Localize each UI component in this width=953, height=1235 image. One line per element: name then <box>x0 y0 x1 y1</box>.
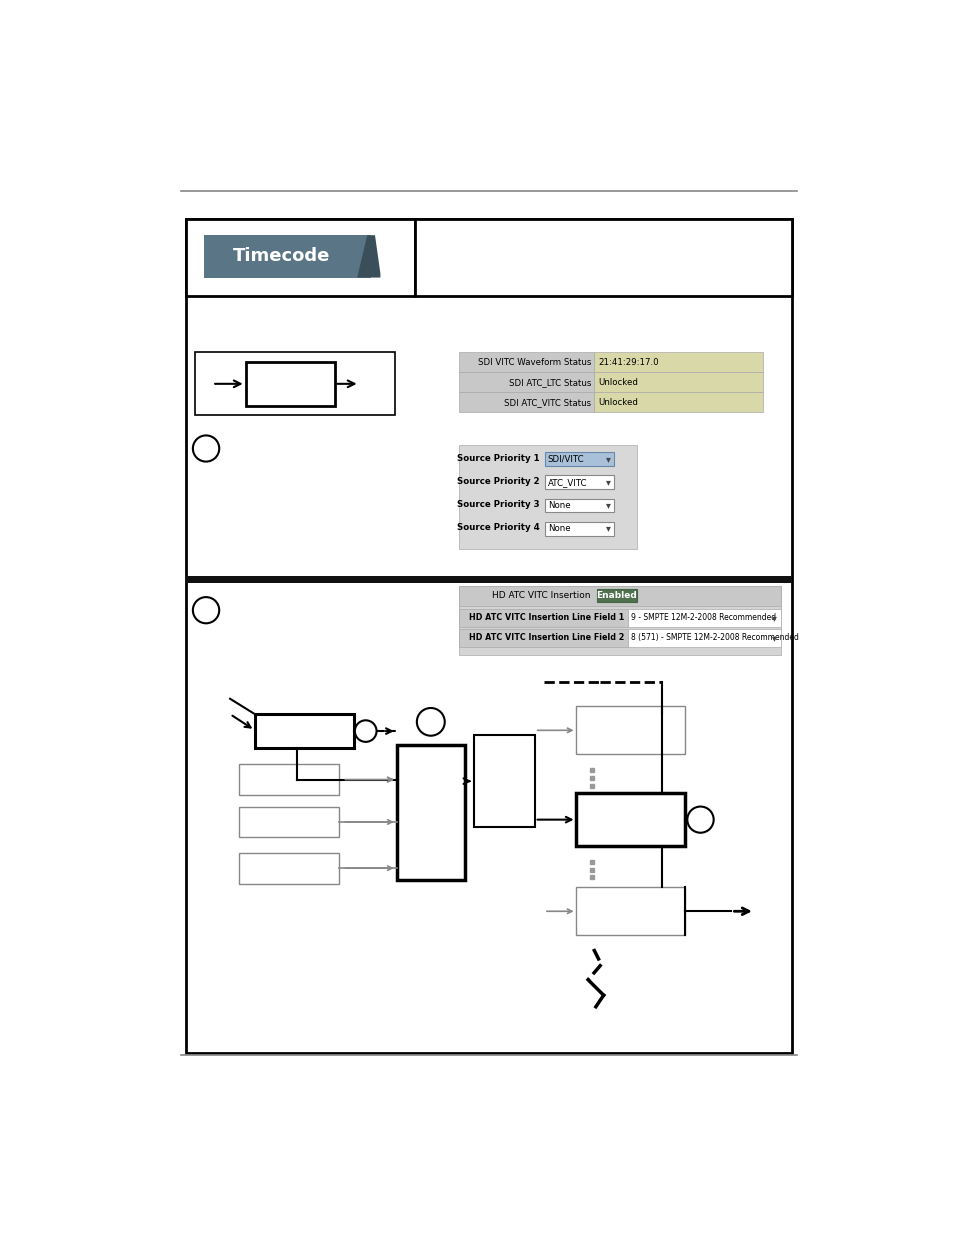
Bar <box>576 888 684 935</box>
Bar <box>458 585 781 655</box>
Bar <box>458 352 594 372</box>
Bar <box>544 499 614 513</box>
Text: ATC_VITC: ATC_VITC <box>547 478 587 487</box>
Bar <box>458 393 594 412</box>
Text: SDI ATC_LTC Status: SDI ATC_LTC Status <box>508 378 591 387</box>
Text: Timecode: Timecode <box>233 247 330 266</box>
Bar <box>195 352 395 415</box>
Bar <box>594 352 762 372</box>
Bar <box>627 629 781 647</box>
Text: HD ATC VITC Insertion: HD ATC VITC Insertion <box>492 592 590 600</box>
Text: Enabled: Enabled <box>596 592 637 600</box>
Bar <box>458 609 627 627</box>
Bar <box>254 714 354 748</box>
Text: SDI/VITC: SDI/VITC <box>547 454 584 464</box>
Text: Unlocked: Unlocked <box>598 398 638 406</box>
Bar <box>594 372 762 393</box>
Bar <box>186 219 791 1053</box>
Bar <box>544 521 614 536</box>
Text: Source Priority 4: Source Priority 4 <box>456 524 539 532</box>
Bar <box>474 735 534 827</box>
Text: Source Priority 3: Source Priority 3 <box>457 500 539 509</box>
Bar <box>245 362 335 406</box>
Text: HD ATC VITC Insertion Line Field 1: HD ATC VITC Insertion Line Field 1 <box>469 614 624 622</box>
Bar <box>627 609 781 627</box>
Bar <box>544 452 614 466</box>
Text: ▾: ▾ <box>772 632 777 643</box>
Text: 21:41:29:17.0: 21:41:29:17.0 <box>598 358 659 367</box>
Bar <box>458 585 781 605</box>
Bar <box>415 219 791 296</box>
Circle shape <box>686 806 713 832</box>
Circle shape <box>193 597 219 624</box>
Bar <box>458 445 637 548</box>
Bar <box>239 806 338 837</box>
Text: 8 (571) - SMPTE 12M-2-2008 Recommended: 8 (571) - SMPTE 12M-2-2008 Recommended <box>630 634 798 642</box>
Text: Source Priority 1: Source Priority 1 <box>457 454 539 463</box>
Bar <box>186 219 415 296</box>
Bar <box>458 629 627 647</box>
Polygon shape <box>356 235 380 278</box>
Text: ▾: ▾ <box>772 613 777 622</box>
Text: None: None <box>547 524 570 534</box>
Bar <box>544 475 614 489</box>
Bar <box>186 576 791 583</box>
Bar <box>576 793 684 846</box>
Text: ▾: ▾ <box>605 454 610 464</box>
Text: SDI ATC_VITC Status: SDI ATC_VITC Status <box>503 398 591 406</box>
Text: None: None <box>547 501 570 510</box>
Text: HD ATC VITC Insertion Line Field 2: HD ATC VITC Insertion Line Field 2 <box>469 634 624 642</box>
Circle shape <box>355 720 376 742</box>
Bar <box>239 852 338 883</box>
Bar <box>458 372 594 393</box>
Circle shape <box>416 708 444 736</box>
Bar <box>596 589 637 601</box>
Bar <box>396 745 464 879</box>
Bar <box>239 764 338 795</box>
Bar <box>204 235 371 278</box>
Text: ▾: ▾ <box>605 478 610 488</box>
Text: Source Priority 2: Source Priority 2 <box>457 477 539 487</box>
Text: Unlocked: Unlocked <box>598 378 638 387</box>
Bar <box>576 706 684 755</box>
Text: ▾: ▾ <box>605 524 610 534</box>
Text: ▾: ▾ <box>605 500 610 510</box>
Bar <box>594 393 762 412</box>
Text: SDI VITC Waveform Status: SDI VITC Waveform Status <box>477 358 591 367</box>
Text: 9 - SMPTE 12M-2-2008 Recommended: 9 - SMPTE 12M-2-2008 Recommended <box>630 614 775 622</box>
Circle shape <box>193 436 219 462</box>
